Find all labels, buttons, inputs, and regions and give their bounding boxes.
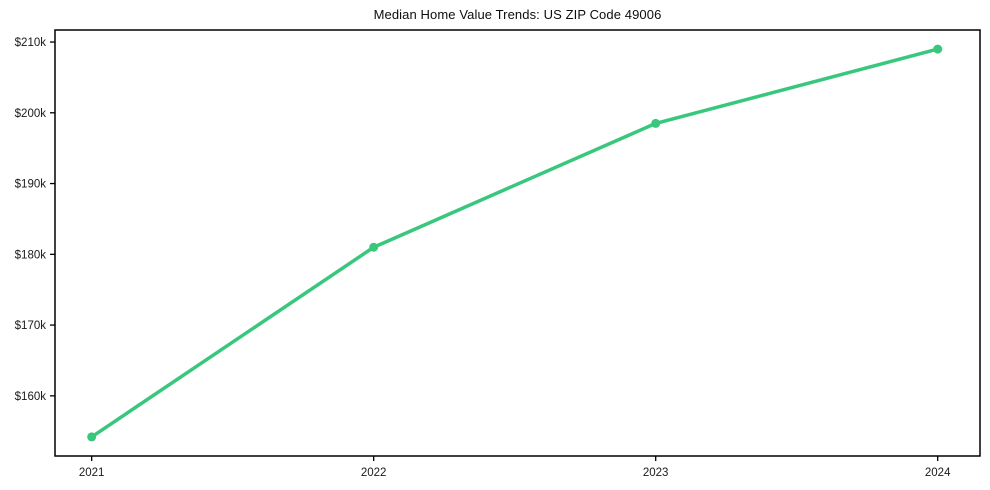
trend-line <box>89 47 940 439</box>
data-point-marker <box>87 432 97 442</box>
x-axis-tick-label: 2024 <box>925 467 951 479</box>
y-axis-tick-label: $190k <box>15 179 47 191</box>
y-axis-tick-label: $200k <box>15 108 47 120</box>
plot-border <box>54 29 981 457</box>
y-axis-tick-label: $180k <box>15 249 47 261</box>
data-point-marker <box>369 242 379 252</box>
data-point-marker <box>651 118 661 128</box>
x-axis-tick-label: 2021 <box>79 467 105 479</box>
x-axis-tick-label: 2022 <box>361 467 387 479</box>
y-axis-tick-label: $210k <box>15 37 47 49</box>
data-point-marker <box>933 44 943 54</box>
chart-title: Median Home Value Trends: US ZIP Code 49… <box>373 7 662 22</box>
y-axis-tick-label: $170k <box>15 320 47 332</box>
y-axis-tick-label: $160k <box>15 391 47 403</box>
x-axis-tick-label: 2023 <box>643 467 669 479</box>
